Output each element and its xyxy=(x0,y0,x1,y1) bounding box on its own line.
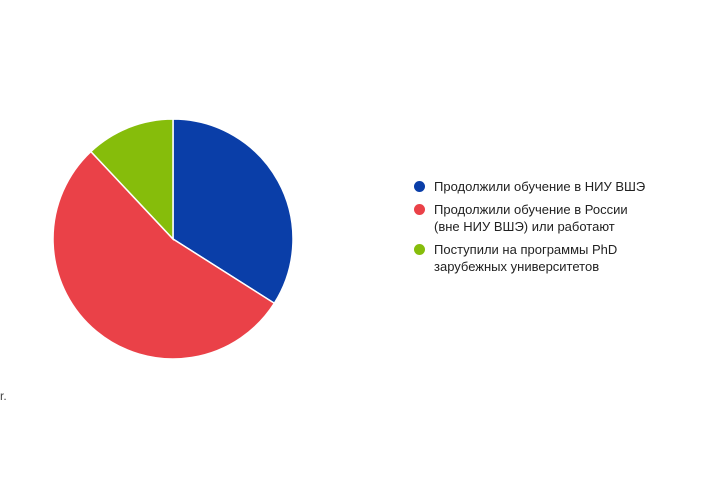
pie-slice-phd[interactable] xyxy=(89,118,174,241)
legend-label-line: Продолжили обучение в России xyxy=(434,202,628,217)
legend-item-russia[interactable]: Продолжили обучение в России (вне НИУ ВШЭ… xyxy=(414,201,694,235)
legend-item-hse[interactable]: Продолжили обучение в НИУ ВШЭ xyxy=(414,178,694,195)
corner-note: r. xyxy=(0,389,7,403)
legend-swatch xyxy=(414,244,425,255)
legend-label-line: Поступили на программы PhD xyxy=(434,242,618,257)
legend-label-line: зарубежных университетов xyxy=(434,259,600,274)
legend-label-line: (вне НИУ ВШЭ) или работают xyxy=(434,219,615,234)
legend-swatch xyxy=(414,181,425,192)
legend-item-phd[interactable]: Поступили на программы PhD зарубежных уни… xyxy=(414,241,694,275)
chart-legend: Продолжили обучение в НИУ ВШЭ Продолжили … xyxy=(414,178,694,281)
legend-swatch xyxy=(414,204,425,215)
pie-slice-russia[interactable] xyxy=(52,150,276,360)
legend-label-line: Продолжили обучение в НИУ ВШЭ xyxy=(434,179,646,194)
